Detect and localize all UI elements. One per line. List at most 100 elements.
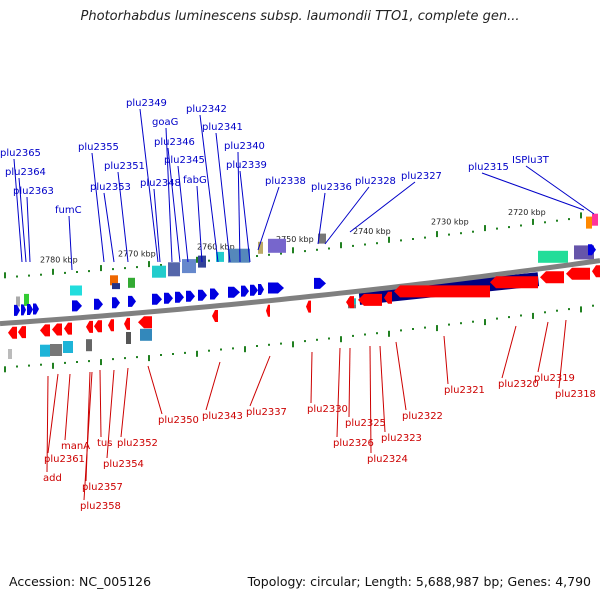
leader-line	[558, 319, 567, 389]
gene-label-plu2346: plu2346	[154, 137, 195, 148]
gene-label-plu2327: plu2327	[401, 171, 442, 182]
gene-label-plu2363: plu2363	[13, 186, 54, 197]
gene-label-fabg: fabG	[183, 175, 207, 186]
map-title: Photorhabdus luminescens subsp. laumondi…	[80, 9, 520, 24]
leader-line	[153, 188, 161, 263]
gene-label-plu2357: plu2357	[82, 482, 123, 493]
accession-text: Accession: NC_005126	[9, 574, 152, 589]
ruler-tick	[304, 340, 306, 343]
ruler-tick	[292, 341, 294, 348]
feature-box	[40, 344, 50, 357]
gene-label-plu2337: plu2337	[246, 407, 287, 418]
forward-gene-arrow	[198, 289, 207, 301]
ruler-tick	[256, 345, 258, 347]
ruler-tick	[364, 333, 366, 336]
forward-gene-arrow	[72, 300, 82, 312]
feature-box	[140, 328, 152, 341]
feature-box	[128, 277, 135, 288]
ruler-tick	[52, 268, 54, 275]
forward-gene-arrow	[250, 284, 258, 296]
ruler-tick	[64, 361, 66, 364]
gene-label-mana: manA	[61, 441, 90, 452]
forward-gene-arrow	[112, 297, 120, 309]
leader-line	[215, 132, 231, 263]
reverse-ruler	[4, 304, 594, 373]
gene-label-plu2320: plu2320	[498, 379, 539, 390]
reverse-gene-arrow	[94, 320, 102, 333]
gene-label-plu2336: plu2336	[311, 182, 352, 193]
ruler-tick	[544, 221, 546, 224]
ruler-tick	[376, 332, 378, 335]
gene-label-goag: goaG	[152, 117, 178, 128]
ruler-tick	[124, 357, 126, 360]
leader-line	[103, 192, 115, 263]
leader-line	[336, 347, 341, 438]
gene-label-plu2343: plu2343	[202, 411, 243, 422]
leader-line	[443, 335, 449, 385]
ruler-tick	[220, 348, 222, 351]
forward-gene-arrow	[228, 286, 240, 298]
reverse-gene-arrow	[138, 316, 152, 329]
leader-line	[139, 108, 159, 263]
leader-line	[117, 171, 129, 263]
ruler-tick	[352, 244, 354, 247]
gene-label-plu2365: plu2365	[0, 148, 41, 159]
ruler-tick	[124, 267, 126, 270]
forward-gene-arrow	[128, 295, 136, 307]
leader-line	[348, 347, 351, 418]
ruler-tick	[172, 353, 174, 355]
leader-line	[249, 355, 271, 407]
ruler-tick	[400, 239, 402, 242]
ruler-tick	[496, 227, 498, 230]
label-leader-lines	[13, 108, 595, 501]
ruler-tick	[556, 309, 558, 312]
ruler-tick	[448, 323, 450, 326]
ruler-tick	[184, 351, 186, 354]
forward-gene-arrow	[258, 284, 264, 295]
ruler-tick	[136, 266, 138, 269]
ruler-label: 2740 kbp	[353, 227, 391, 236]
ruler-tick	[136, 356, 138, 359]
ruler-tick	[328, 337, 330, 340]
ruler-tick	[328, 247, 330, 250]
ruler-tick	[292, 247, 294, 254]
ruler-tick	[508, 316, 510, 319]
gene-label-plu2353: plu2353	[90, 182, 131, 193]
leader-line	[13, 158, 23, 263]
reverse-gene-arrow	[8, 326, 17, 339]
gene-label-plu2325: plu2325	[345, 418, 386, 429]
ruler-tick	[568, 218, 570, 221]
gene-arrows	[8, 244, 600, 339]
ruler-tick	[112, 268, 114, 271]
leader-line	[310, 351, 313, 404]
gene-label-plu2358: plu2358	[80, 501, 121, 512]
leader-line	[205, 361, 221, 411]
gene-label-plu2352: plu2352	[117, 438, 158, 449]
ruler-tick	[460, 322, 462, 325]
ruler-tick	[88, 270, 90, 273]
feature-box	[50, 344, 62, 356]
ruler-tick	[112, 358, 114, 361]
forward-gene-arrow	[94, 298, 103, 310]
ruler-tick	[472, 320, 474, 323]
feature-box	[126, 332, 131, 344]
ruler-tick	[484, 225, 486, 232]
reverse-gene-arrow	[86, 320, 93, 333]
ruler-tick	[76, 271, 78, 273]
reverse-gene-arrow	[346, 296, 354, 309]
leader-line	[395, 341, 407, 411]
reverse-gene-arrow	[592, 265, 600, 278]
ruler-tick	[436, 231, 438, 238]
reverse-gene-arrow	[266, 304, 270, 317]
gene-label-plu2342: plu2342	[186, 104, 227, 115]
gene-label-add: add	[43, 473, 62, 484]
ruler-label: 2720 kbp	[508, 208, 546, 217]
leader-line	[481, 172, 585, 211]
ruler-tick	[160, 354, 162, 356]
forward-ruler	[4, 212, 594, 279]
ruler-tick	[148, 261, 150, 268]
ruler-tick	[232, 347, 234, 350]
leader-line	[167, 147, 181, 263]
